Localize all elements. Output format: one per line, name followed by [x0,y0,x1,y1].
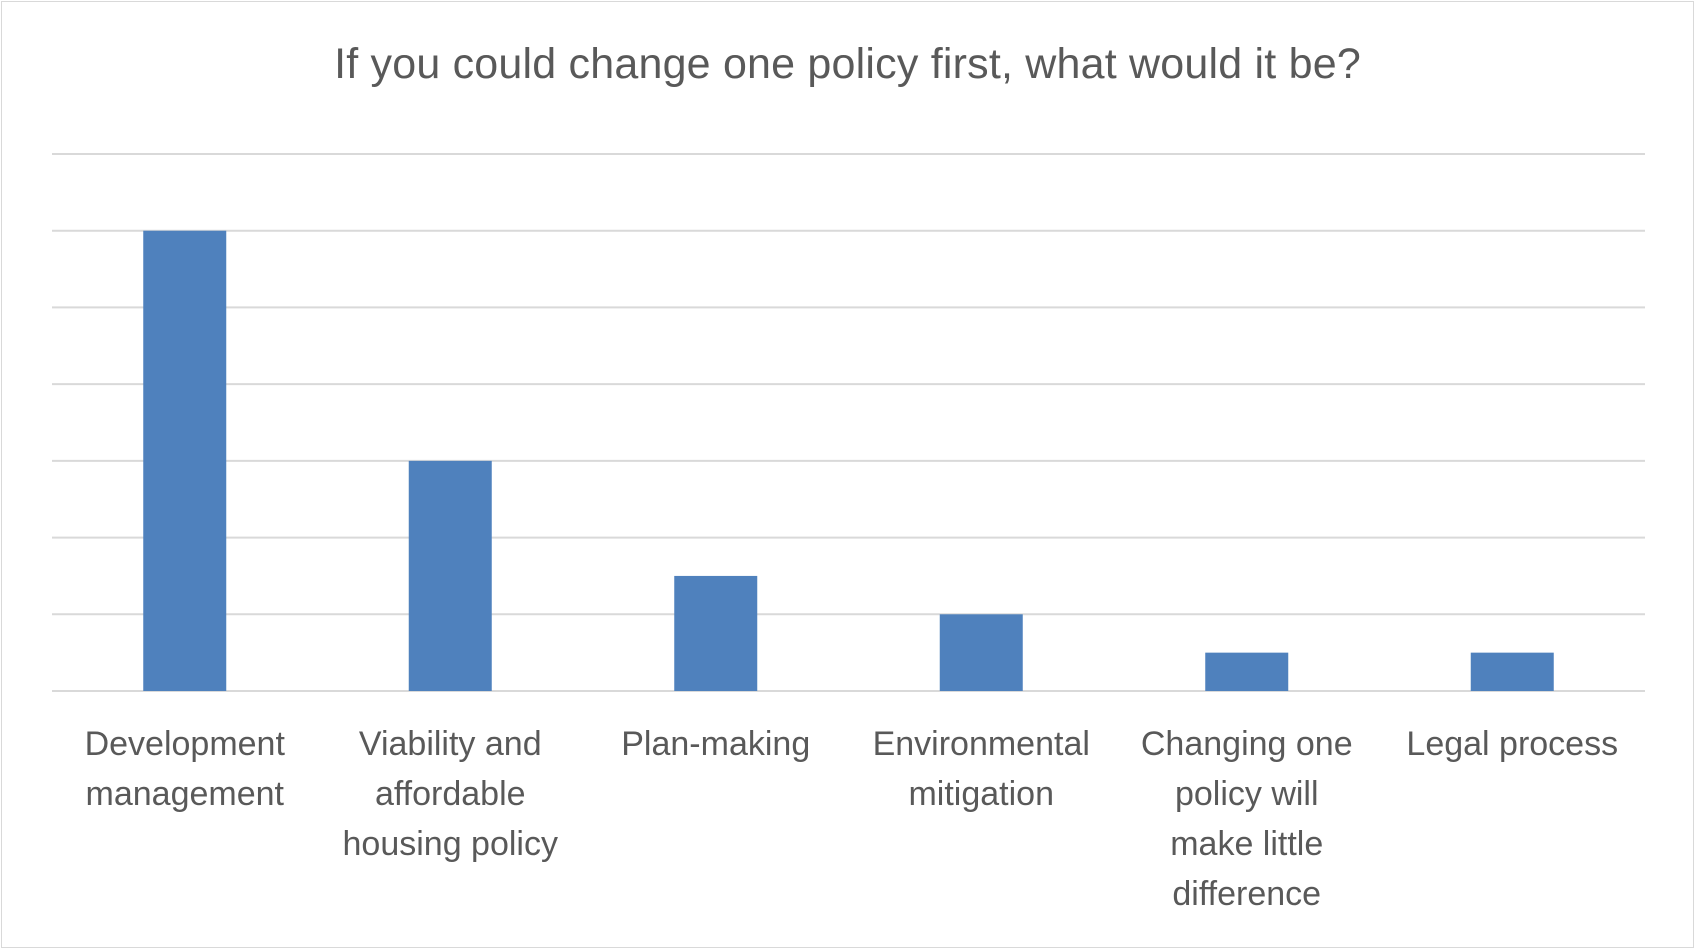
bars [143,230,1554,691]
bar [674,575,758,691]
category-label-line: policy will [1174,775,1319,813]
category-label-line: Changing one [1140,725,1353,763]
category-label-line: affordable [374,775,526,813]
category-label-line: Viability and [358,725,542,763]
bar [1470,652,1554,691]
bar [143,230,227,691]
bar [1205,652,1289,691]
bar [408,460,492,691]
category-label-line: make little [1170,825,1324,863]
category-label: Development management [52,719,318,819]
category-label-line: Development [84,725,285,763]
category-label-line: housing policy [342,825,558,863]
category-label: Plan-making [583,719,849,769]
chart-title: If you could change one policy first, wh… [334,40,1361,88]
category-label: Legal process [1380,719,1646,769]
category-label-line: Plan-making [621,725,811,763]
category-label: Environmental mitigation [849,719,1115,819]
category-label: Changing one policy will make little differ… [1114,719,1380,919]
category-label-line: mitigation [908,775,1054,813]
category-label-line: management [85,775,284,813]
category-label: Viability and affordable housing policy [318,719,584,869]
category-label-line: Legal process [1406,725,1619,763]
category-label-line: Environmental [872,725,1090,763]
gridlines [52,153,1645,692]
bar [939,614,1023,691]
category-label-line: difference [1172,875,1322,913]
